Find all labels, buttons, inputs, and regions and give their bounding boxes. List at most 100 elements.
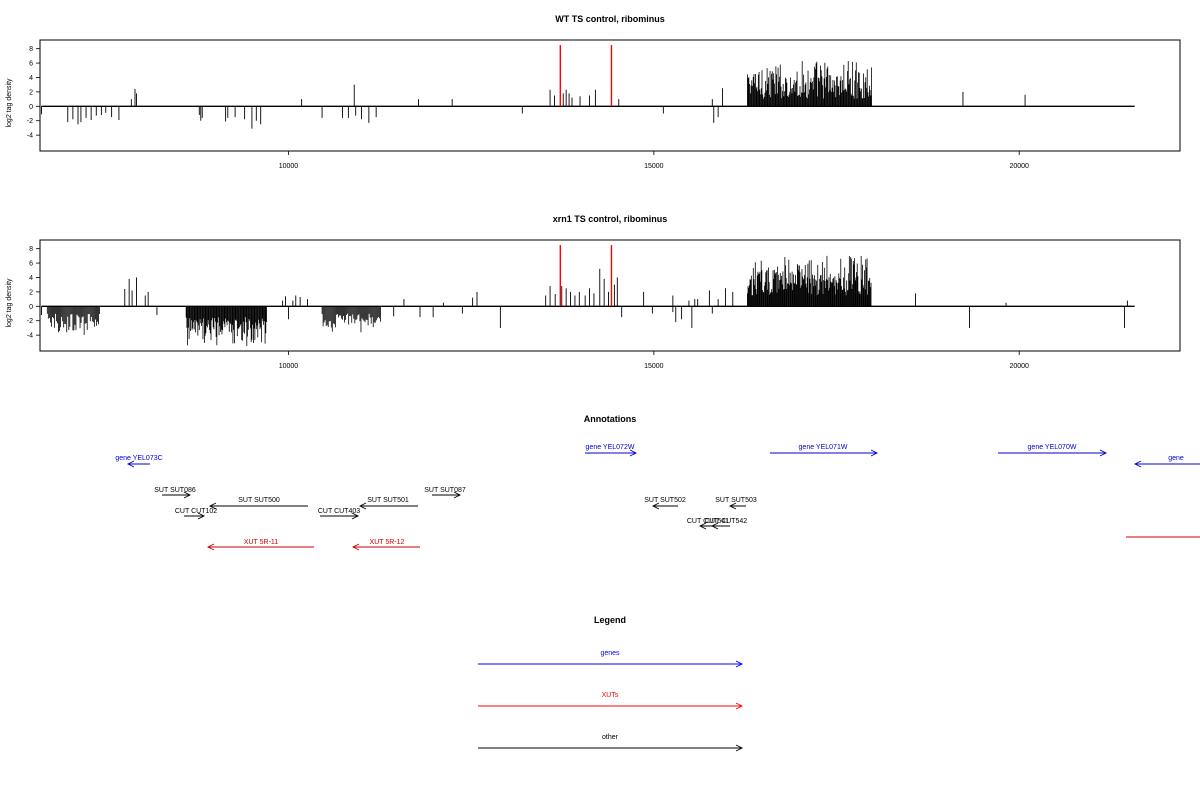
annotation-feature: XUT 5R-12 xyxy=(351,539,420,551)
feature-label: CUT CUT541 xyxy=(687,518,729,525)
xrn1-track-panel: xrn1 TS control, ribominus log2 tag dens… xyxy=(6,214,1181,370)
arrow-head-icon xyxy=(735,660,744,668)
arrow-head-icon xyxy=(710,522,719,530)
xrn1-y-axis-label: log2 tag density xyxy=(6,278,13,328)
arrow-head-icon xyxy=(870,449,879,457)
feature-label: XUT 5R-11 xyxy=(244,539,278,546)
xrn1-plot-frame xyxy=(39,239,1181,352)
arrow-head-icon xyxy=(728,502,737,510)
annotation-features: gene YEL073C gene YEL072W gene YEL071W gene… xyxy=(115,444,1200,551)
xrn1-bars xyxy=(41,255,1135,346)
y-tick-label: -2 xyxy=(27,118,33,125)
wt-y-axis: 8 6 4 2 0 -2 -4 xyxy=(27,46,40,140)
annotation-feature: SUT SUT500 xyxy=(208,497,308,510)
wt-red-markers xyxy=(559,45,613,107)
arrow-head-icon xyxy=(197,512,206,520)
arrow-head-icon xyxy=(351,512,360,520)
feature-label: CUT CUT542 xyxy=(705,518,747,525)
arrow-head-icon xyxy=(698,522,707,530)
legend: genes XUTs other xyxy=(478,650,744,752)
wt-track-panel: WT TS control, ribominus log2 tag densit… xyxy=(6,14,1181,170)
annotations-title: Annotations xyxy=(584,414,637,424)
y-tick-label: 0 xyxy=(29,304,33,311)
annotation-feature: SUT SUT501 xyxy=(358,497,418,510)
xrn1-y-axis: 8 6 4 2 0 -2 -4 xyxy=(27,246,40,340)
y-tick-label: 0 xyxy=(29,104,33,111)
x-tick-label: 15000 xyxy=(644,163,664,170)
arrow-head-icon xyxy=(735,744,744,752)
feature-label: CUT CUT403 xyxy=(318,508,360,515)
arrow-head-icon xyxy=(453,491,462,499)
feature-label: CUT CUT102 xyxy=(175,508,217,515)
legend-label: other xyxy=(602,734,619,741)
feature-label: gene YEL071W xyxy=(799,444,848,451)
xrn1-red-markers xyxy=(559,245,613,307)
annotation-feature: SUT SUT086 xyxy=(154,487,196,499)
annotation-feature: gene YEL073C xyxy=(115,455,163,468)
feature-label: SUT SUT503 xyxy=(715,497,757,504)
arrow-head-icon xyxy=(735,702,744,710)
legend-item: XUTs xyxy=(478,692,744,710)
annotation-feature: XUT 5R-11 xyxy=(206,539,314,551)
wt-y-axis-label: log2 tag density xyxy=(6,78,13,128)
y-tick-label: 6 xyxy=(29,61,33,68)
x-tick-label: 20000 xyxy=(1009,363,1029,370)
y-tick-label: 8 xyxy=(29,246,33,253)
y-tick-label: 6 xyxy=(29,261,33,268)
xrn1-x-axis: 10000 15000 20000 xyxy=(279,351,1029,370)
annotation-feature: gene YEL070W xyxy=(998,444,1108,457)
feature-label: gene YEL070W xyxy=(1028,444,1077,451)
x-tick-label: 15000 xyxy=(644,363,664,370)
wt-bars xyxy=(41,61,1135,129)
y-tick-label: -4 xyxy=(27,133,33,140)
feature-label: SUT SUT500 xyxy=(238,497,280,504)
wt-plot-frame xyxy=(39,39,1181,152)
feature-label: SUT SUT502 xyxy=(644,497,686,504)
wt-track-title: WT TS control, ribominus xyxy=(555,14,665,24)
legend-label: XUTs xyxy=(602,692,619,699)
feature-label: gene YEL073C xyxy=(115,455,162,462)
y-tick-label: 4 xyxy=(29,275,33,282)
arrow-head-icon xyxy=(183,491,192,499)
annotation-feature: gene YEL072W xyxy=(585,444,638,457)
y-tick-label: 2 xyxy=(29,89,33,96)
annotation-feature: SUT SUT503 xyxy=(715,497,757,510)
feature-label: SUT SUT086 xyxy=(154,487,196,494)
y-tick-label: 2 xyxy=(29,289,33,296)
arrow-head-icon xyxy=(1099,449,1108,457)
annotation-feature: CUT CUT542 xyxy=(705,518,747,530)
annotation-feature: CUT CUT102 xyxy=(175,508,217,520)
x-tick-label: 10000 xyxy=(279,163,299,170)
feature-label: gene xyxy=(1168,455,1184,462)
arrow-head-icon xyxy=(651,502,660,510)
legend-label: genes xyxy=(600,650,620,657)
y-tick-label: -2 xyxy=(27,318,33,325)
arrow-head-icon xyxy=(1133,460,1142,468)
legend-item: genes xyxy=(478,650,744,668)
xrn1-track-title: xrn1 TS control, ribominus xyxy=(553,214,668,224)
arrow-head-icon xyxy=(208,502,217,510)
x-tick-label: 20000 xyxy=(1009,163,1029,170)
arrow-head-icon xyxy=(358,502,367,510)
wt-x-axis: 10000 15000 20000 xyxy=(279,151,1029,170)
feature-label: XUT 5R-12 xyxy=(370,539,405,546)
feature-label: SUT SUT087 xyxy=(424,487,466,494)
annotation-feature: gene xyxy=(1133,455,1200,468)
x-tick-label: 10000 xyxy=(279,363,299,370)
annotation-feature: gene YEL071W xyxy=(770,444,879,457)
feature-label: SUT SUT501 xyxy=(367,497,409,504)
arrow-head-icon xyxy=(126,460,135,468)
feature-label: gene YEL072W xyxy=(586,444,635,451)
arrow-head-icon xyxy=(351,543,360,551)
y-tick-label: -4 xyxy=(27,333,33,340)
y-tick-label: 8 xyxy=(29,46,33,53)
annotation-feature: SUT SUT087 xyxy=(424,487,466,499)
arrow-head-icon xyxy=(206,543,215,551)
y-tick-label: 4 xyxy=(29,75,33,82)
annotation-feature: SUT SUT502 xyxy=(644,497,686,510)
legend-item: other xyxy=(478,734,744,752)
annotation-feature: CUT CUT403 xyxy=(318,508,360,520)
legend-title: Legend xyxy=(594,615,626,625)
arrow-head-icon xyxy=(629,449,638,457)
